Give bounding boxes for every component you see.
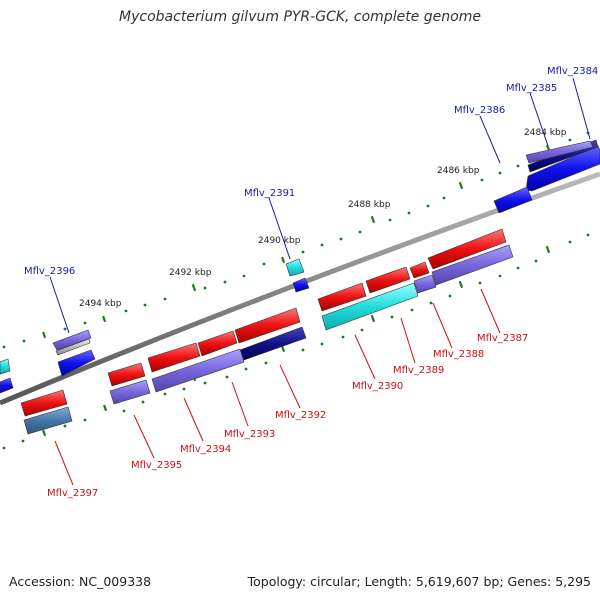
gene-label-mflv-2391: Mflv_2391 (244, 188, 295, 199)
gene-mflv-2396-c[interactable] (57, 349, 96, 377)
gene-mflv-2387-b[interactable] (431, 244, 514, 286)
gene-mflv-2386[interactable] (493, 186, 533, 214)
gene-mflv-2395-b[interactable] (109, 379, 151, 405)
kbp-label-2486: 2486 kbp (437, 166, 480, 176)
kbp-label-2492: 2492 kbp (169, 268, 212, 278)
genome-title: Mycobacterium gilvum PYR-GCK, complete g… (119, 9, 481, 25)
gene-mflv-2390[interactable] (317, 282, 367, 312)
gene-mflv-2388-b[interactable] (413, 274, 437, 294)
gene-label-mflv-2385: Mflv_2385 (506, 83, 557, 94)
gene-left-edge-cyan[interactable] (0, 358, 11, 375)
gene-label-mflv-2388: Mflv_2388 (433, 349, 484, 360)
gene-label-mflv-2393: Mflv_2393 (224, 429, 275, 440)
gene-label-mflv-2389: Mflv_2389 (393, 365, 444, 376)
gene-left-edge-blue[interactable] (0, 377, 14, 394)
gene-mflv-2397-b[interactable] (23, 406, 73, 435)
gene-mflv-2391-a[interactable] (285, 258, 305, 277)
gene-mflv-2387[interactable] (427, 228, 507, 270)
gene-mflv-2385-b[interactable] (525, 140, 594, 164)
bottom-strand-genes (20, 228, 514, 435)
gene-label-mflv-2387: Mflv_2387 (477, 333, 528, 344)
inner-tick-marks (2, 233, 590, 450)
kbp-label-2488: 2488 kbp (348, 200, 391, 210)
outer-tick-marks (2, 131, 590, 349)
gene-label-mflv-2392: Mflv_2392 (275, 410, 326, 421)
accession-text: Accession: NC_009338 (9, 574, 152, 589)
top-strand-genes (0, 139, 600, 394)
gene-leader-lines (49, 77, 591, 486)
gene-mflv-2394[interactable] (147, 342, 201, 373)
gene-label-mflv-2397: Mflv_2397 (47, 488, 98, 499)
gene-mflv-2396-b[interactable] (55, 338, 91, 356)
gene-label-mflv-2390: Mflv_2390 (352, 381, 403, 392)
gene-mflv-2391-b[interactable] (292, 277, 310, 293)
gene-mflv-2389[interactable] (365, 266, 411, 294)
gene-mflv-2396-a[interactable] (52, 329, 92, 351)
kbp-label-2490: 2490 kbp (258, 236, 301, 246)
gene-mflv-2388[interactable] (409, 261, 430, 279)
gene-label-mflv-2384: Mflv_2384 (547, 66, 598, 77)
gene-label-mflv-2394: Mflv_2394 (180, 444, 231, 455)
gene-mflv-2395[interactable] (107, 362, 146, 387)
topology-summary-text: Topology: circular; Length: 5,619,607 bp… (247, 574, 591, 589)
gene-mflv-2394-b[interactable] (151, 348, 245, 393)
gene-mflv-2390-b[interactable] (321, 282, 419, 331)
gene-mflv-2397[interactable] (20, 389, 68, 417)
kbp-label-2494: 2494 kbp (79, 299, 122, 309)
gene-label-mflv-2395: Mflv_2395 (131, 460, 182, 471)
gene-label-mflv-2396: Mflv_2396 (24, 266, 75, 277)
gene-label-mflv-2386: Mflv_2386 (454, 105, 505, 116)
kbp-label-2484: 2484 kbp (524, 128, 567, 138)
gene-mflv-2393[interactable] (197, 330, 238, 357)
gene-mflv-2392[interactable] (234, 307, 301, 344)
